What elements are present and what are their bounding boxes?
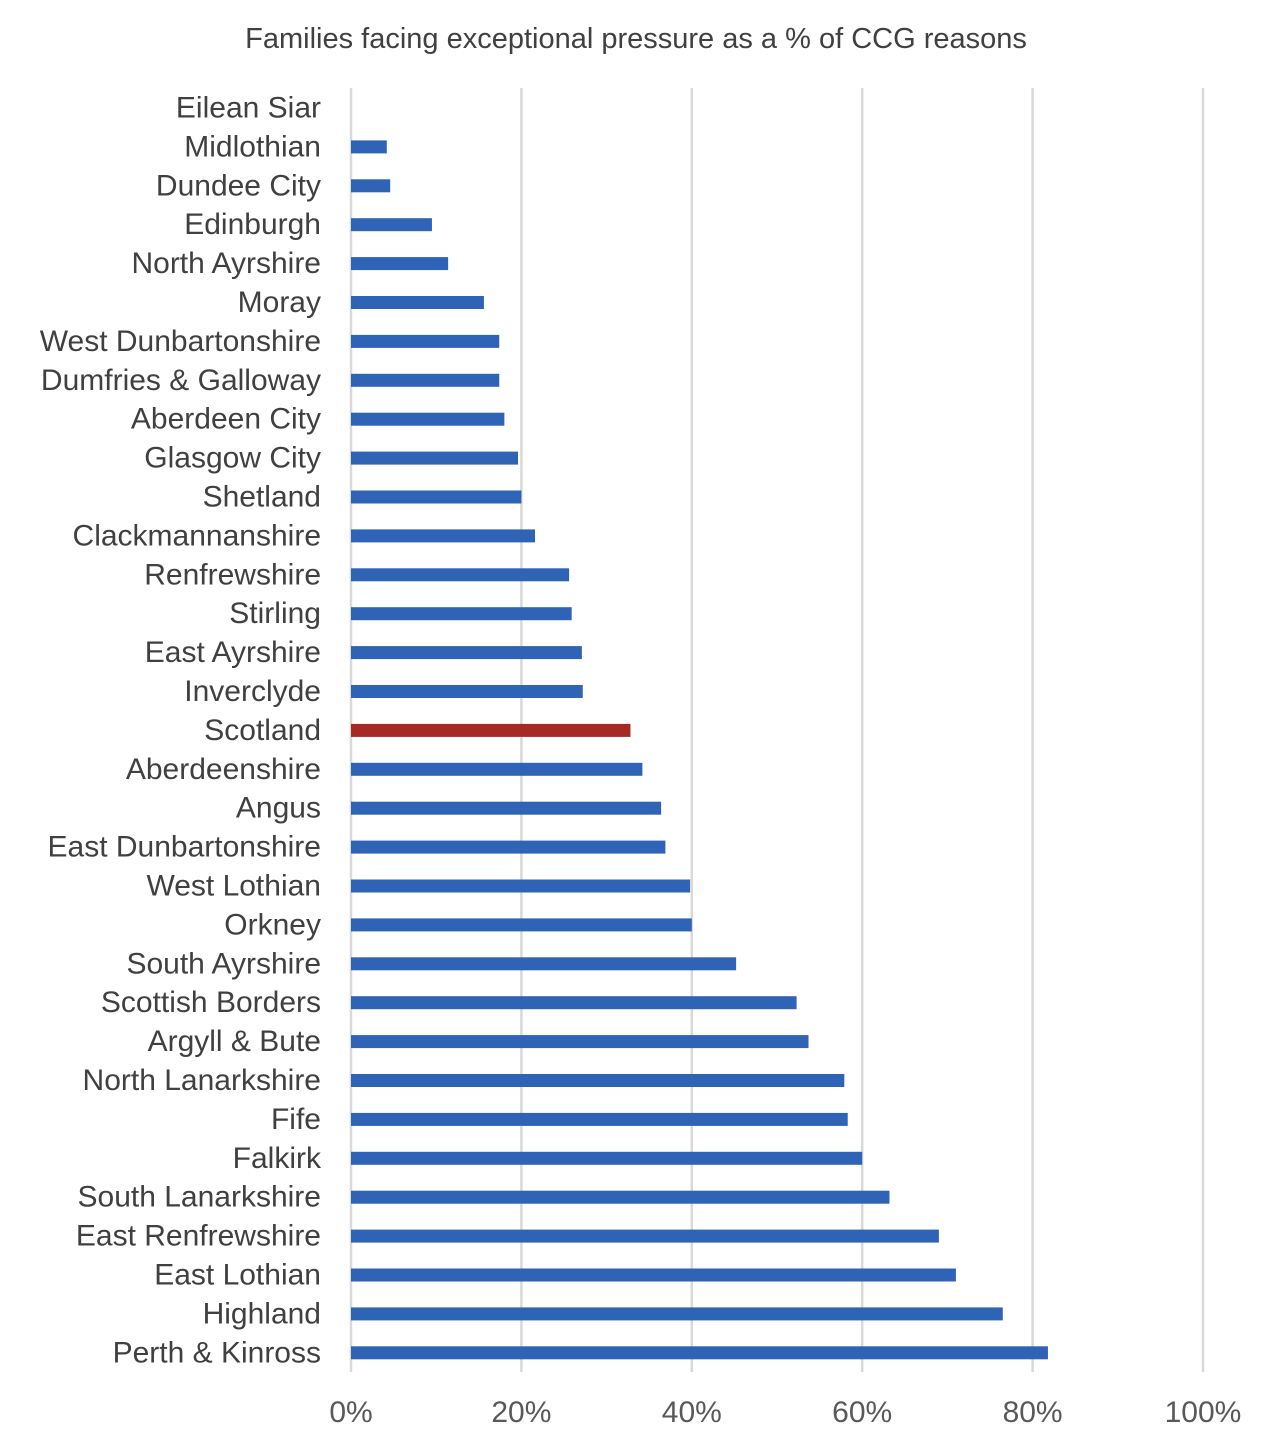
bar — [351, 918, 692, 932]
bar — [351, 1112, 848, 1126]
bar — [351, 840, 666, 854]
category-label: Stirling — [229, 597, 321, 630]
x-tick-label: 80% — [1003, 1396, 1063, 1429]
category-label: Argyll & Bute — [148, 1025, 321, 1058]
bar — [351, 490, 522, 504]
category-label: East Dunbartonshire — [48, 831, 322, 864]
x-tick-label: 40% — [662, 1396, 722, 1429]
category-label: West Dunbartonshire — [40, 325, 321, 358]
category-label: Inverclyde — [184, 675, 321, 708]
bar — [351, 1268, 956, 1282]
bar — [351, 957, 737, 971]
category-label: Eilean Siar — [176, 92, 321, 125]
category-label: Dundee City — [156, 169, 321, 202]
bar — [351, 762, 643, 776]
x-axis-ticks: 0% 20% 40% 60% 80% 100% — [329, 1396, 1241, 1429]
category-label: Scotland — [204, 714, 321, 747]
category-label: Moray — [238, 286, 321, 319]
bars — [351, 140, 1048, 1360]
bar — [351, 334, 500, 348]
bar — [351, 607, 572, 621]
category-label: Highland — [203, 1297, 321, 1330]
bar — [351, 140, 387, 154]
bar — [351, 257, 449, 271]
category-label: North Lanarkshire — [83, 1064, 321, 1097]
category-label: Perth & Kinross — [113, 1336, 321, 1369]
category-label: Aberdeen City — [131, 403, 321, 436]
category-label: Angus — [236, 792, 321, 825]
category-label: North Ayrshire — [131, 247, 321, 280]
category-label: Scottish Borders — [101, 986, 321, 1019]
category-label: Glasgow City — [144, 442, 321, 475]
x-tick-label: 100% — [1165, 1396, 1242, 1429]
category-label: Midlothian — [184, 130, 321, 163]
bar — [351, 879, 691, 893]
category-label: West Lothian — [146, 870, 321, 903]
bar — [351, 529, 536, 543]
category-label: Renfrewshire — [144, 558, 321, 591]
category-label: Orkney — [224, 908, 321, 941]
category-label: East Lothian — [154, 1259, 321, 1292]
bar — [351, 1307, 1003, 1321]
bar — [351, 646, 582, 660]
bar — [351, 1346, 1048, 1360]
category-labels: Eilean Siar Midlothian Dundee City Edinburg… — [40, 92, 322, 1370]
bar — [351, 568, 570, 582]
bar — [351, 801, 662, 815]
bar — [351, 179, 391, 193]
x-tick-label: 20% — [491, 1396, 551, 1429]
x-tick-label: 0% — [329, 1396, 372, 1429]
bar-highlight — [351, 723, 631, 737]
category-label: Clackmannanshire — [73, 519, 321, 552]
bar — [351, 1190, 890, 1204]
category-label: South Lanarkshire — [78, 1181, 322, 1214]
bar — [351, 685, 583, 698]
category-label: Fife — [271, 1103, 321, 1136]
category-label: East Renfrewshire — [76, 1220, 321, 1253]
chart-title: Families facing exceptional pressure as … — [245, 23, 1027, 55]
bar — [351, 296, 484, 309]
category-label: South Ayrshire — [126, 947, 321, 980]
bar — [351, 218, 432, 232]
bar — [351, 451, 518, 465]
category-label: Edinburgh — [184, 208, 321, 241]
bar — [351, 1229, 939, 1243]
bar — [351, 1151, 863, 1165]
x-tick-label: 60% — [832, 1396, 892, 1429]
bar — [351, 996, 797, 1010]
category-label: Aberdeenshire — [126, 753, 321, 786]
bar — [351, 412, 505, 426]
bar — [351, 373, 500, 387]
category-label: East Ayrshire — [145, 636, 321, 669]
category-label: Falkirk — [233, 1142, 322, 1175]
bar — [351, 1035, 809, 1049]
category-label: Dumfries & Galloway — [41, 364, 321, 397]
bar — [351, 1074, 845, 1087]
category-label: Shetland — [203, 481, 321, 514]
